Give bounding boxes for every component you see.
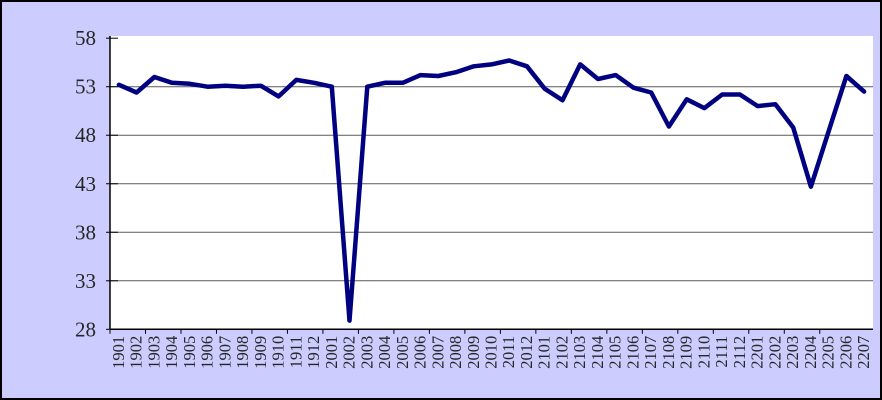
x-axis-label: 1902 xyxy=(127,336,146,369)
x-axis-label: 2003 xyxy=(357,336,376,369)
x-axis-label: 2002 xyxy=(340,336,359,369)
x-axis-label: 2007 xyxy=(428,336,447,369)
x-axis-label: 1912 xyxy=(304,336,323,369)
x-axis-label: 1909 xyxy=(251,336,270,369)
x-axis-label: 2004 xyxy=(375,336,394,369)
x-axis-label: 2101 xyxy=(535,336,554,369)
x-axis-label: 2205 xyxy=(819,336,838,369)
x-axis-label: 2009 xyxy=(464,336,483,369)
x-axis-label: 1904 xyxy=(162,336,181,369)
x-axis-label: 2005 xyxy=(393,336,412,369)
y-axis-label: 38 xyxy=(75,220,96,244)
x-axis-label: 1901 xyxy=(109,336,128,369)
x-axis-label: 2106 xyxy=(623,336,642,369)
y-axis-label: 53 xyxy=(75,75,96,99)
x-axis-label: 1908 xyxy=(233,336,252,369)
x-axis-label: 2011 xyxy=(499,336,518,368)
x-axis-label: 2206 xyxy=(836,336,855,369)
x-axis-label: 2105 xyxy=(606,336,625,369)
y-axis-label: 43 xyxy=(75,172,96,196)
x-axis-label: 2207 xyxy=(854,336,873,369)
x-axis-label: 1910 xyxy=(269,336,288,369)
x-axis-label: 1906 xyxy=(198,336,217,369)
x-axis-label: 2204 xyxy=(801,336,820,369)
x-axis-label: 2201 xyxy=(748,336,767,369)
x-axis-label: 2006 xyxy=(411,336,430,369)
x-axis-label: 2112 xyxy=(730,336,749,368)
y-axis-label: 48 xyxy=(75,123,96,147)
x-axis-label: 2103 xyxy=(570,336,589,369)
y-axis-label: 33 xyxy=(75,269,96,293)
pmi-series-line xyxy=(116,58,867,323)
x-axis-label: 2010 xyxy=(482,336,501,369)
x-axis-label: 2001 xyxy=(322,336,341,369)
x-axis-label: 1907 xyxy=(215,336,234,369)
x-axis-label: 1903 xyxy=(144,336,163,369)
x-axis-label: 2110 xyxy=(694,336,713,368)
y-axis-label: 58 xyxy=(75,26,96,50)
x-axis-label: 2108 xyxy=(659,336,678,369)
x-axis-label: 2111 xyxy=(712,336,731,368)
x-axis-label: 1905 xyxy=(180,336,199,369)
x-axis-label: 1911 xyxy=(286,336,305,368)
x-axis-label: 2102 xyxy=(552,336,571,369)
x-axis-label: 2107 xyxy=(641,336,660,369)
x-axis-label: 2203 xyxy=(783,336,802,369)
x-axis-label: 2202 xyxy=(765,336,784,369)
x-axis-label: 2104 xyxy=(588,336,607,369)
y-axis-label: 28 xyxy=(75,317,96,341)
x-axis-label: 2109 xyxy=(677,336,696,369)
x-axis-label: 2008 xyxy=(446,336,465,369)
x-axis-label: 2012 xyxy=(517,336,536,369)
plot-area xyxy=(110,36,873,330)
